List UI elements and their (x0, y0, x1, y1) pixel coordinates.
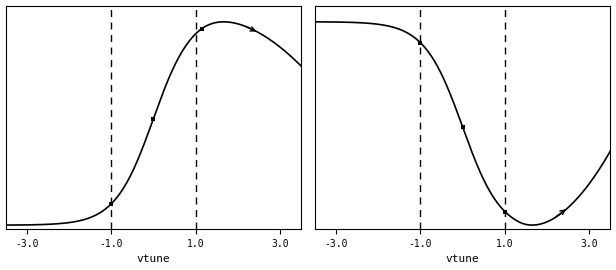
X-axis label: vtune: vtune (136, 254, 170, 264)
X-axis label: vtune: vtune (446, 254, 480, 264)
